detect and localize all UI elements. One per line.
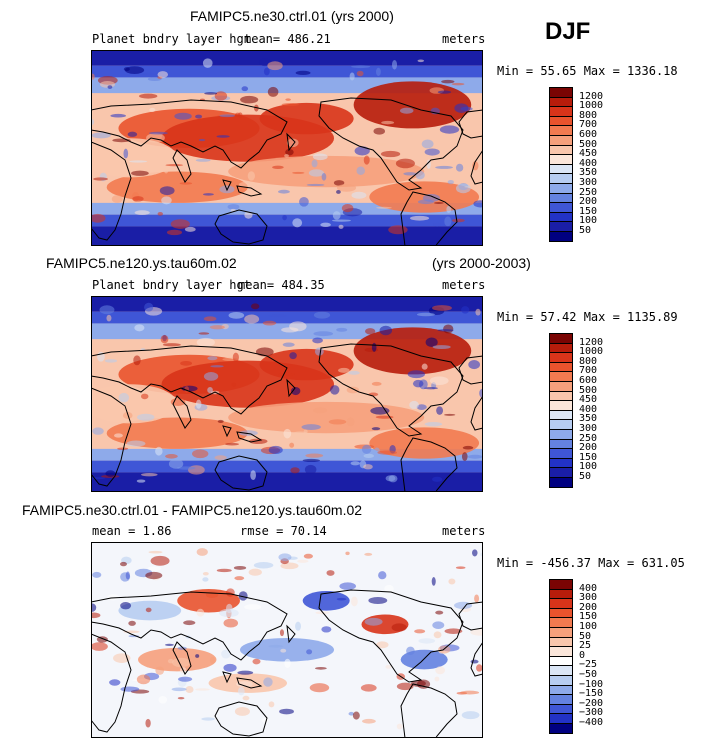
colorbar-tick-label: 700	[579, 365, 598, 377]
colorbar-tick-label: 1200	[579, 90, 604, 102]
colorbar-tick-label: 400	[579, 582, 598, 594]
colorbar-tick-label: 600	[579, 129, 598, 140]
panel3-map	[91, 542, 483, 738]
colorbar-tick-label: 250	[579, 432, 598, 444]
panel1-units: meters	[442, 32, 486, 46]
colorbar-tick-label: −25	[579, 659, 598, 671]
panel1-minmax: Min = 55.65 Max = 1336.18	[497, 64, 678, 78]
colorbar-tick-label: 300	[579, 177, 598, 188]
colorbar-tick-label: −50	[579, 669, 598, 680]
panel1-mean: mean= 486.21	[244, 32, 331, 46]
colorbar-tick-label: −400	[579, 717, 604, 728]
colorbar-tick-label: 800	[579, 355, 598, 367]
colorbar-tick-label: 100	[579, 215, 598, 227]
colorbar-tick-label: −300	[579, 707, 604, 719]
panel3-units: meters	[442, 524, 486, 538]
colorbar-tick-label: −150	[579, 688, 604, 700]
panel2-units: meters	[442, 278, 486, 292]
colorbar-tick-label: 400	[579, 403, 598, 415]
colorbar-tick-label: 300	[579, 423, 598, 434]
colorbar-tick-label: 350	[579, 167, 598, 179]
panel3-minmax: Min = -456.37 Max = 631.05	[497, 556, 685, 570]
colorbar-tick-label: 200	[579, 196, 598, 208]
colorbar-tick-label: 50	[579, 471, 592, 482]
colorbar-tick-label: 1000	[579, 346, 604, 358]
colorbar-tick-label: 300	[579, 592, 598, 604]
panel3-title: FAMIPC5.ne30.ctrl.01 - FAMIPC5.ne120.ys.…	[22, 502, 363, 518]
colorbar-tick-label: 0	[579, 649, 586, 661]
colorbar-tick-label: 200	[579, 442, 598, 454]
colorbar-tick-label: 50	[579, 630, 592, 642]
panel2-mean: mean= 484.35	[238, 278, 325, 292]
panel2-map	[91, 296, 483, 492]
colorbar-tick-label: 100	[579, 621, 598, 632]
colorbar-tick-label: 700	[579, 119, 598, 131]
colorbar-tick-label: 50	[579, 225, 592, 236]
colorbar-tick-label: 250	[579, 186, 598, 198]
panel1-left-label: Planet bndry layer hgt	[92, 32, 251, 46]
colorbar-tick-label: 1200	[579, 336, 604, 348]
colorbar-tick-label: 150	[579, 451, 598, 463]
colorbar-tick-label: −100	[579, 678, 604, 690]
colorbar-tick-label: 450	[579, 394, 598, 406]
colorbar-swatch	[549, 231, 573, 242]
colorbar-tick-label: 100	[579, 461, 598, 473]
colorbar-tick-label: 500	[579, 384, 598, 396]
colorbar-tick-label: 1000	[579, 100, 604, 112]
panel3-mean: mean = 1.86	[92, 524, 172, 538]
colorbar-tick-label: −200	[579, 697, 604, 709]
panel2-years: (yrs 2000-2003)	[432, 255, 531, 271]
colorbar-tick-label: 800	[579, 109, 598, 121]
colorbar-tick-label: 200	[579, 601, 598, 613]
colorbar-tick-label: 500	[579, 138, 598, 150]
panel2-left-label: Planet bndry layer hgt	[92, 278, 251, 292]
panel1-map	[91, 50, 483, 246]
colorbar-tick-label: 450	[579, 148, 598, 160]
colorbar-tick-label: 400	[579, 157, 598, 169]
panel3-rmse: rmse = 70.14	[240, 524, 327, 538]
colorbar-tick-label: 150	[579, 611, 598, 623]
panel2-title: FAMIPC5.ne120.ys.tau60m.02	[46, 255, 237, 271]
colorbar-swatch	[549, 477, 573, 488]
colorbar-tick-label: 25	[579, 640, 592, 652]
colorbar-tick-label: 600	[579, 375, 598, 386]
colorbar-tick-label: 350	[579, 413, 598, 425]
panel1-title: FAMIPC5.ne30.ctrl.01 (yrs 2000)	[190, 8, 394, 24]
colorbar-swatch	[549, 723, 573, 734]
season-label: DJF	[545, 18, 591, 45]
panel2-minmax: Min = 57.42 Max = 1135.89	[497, 310, 678, 324]
colorbar-tick-label: 150	[579, 205, 598, 217]
